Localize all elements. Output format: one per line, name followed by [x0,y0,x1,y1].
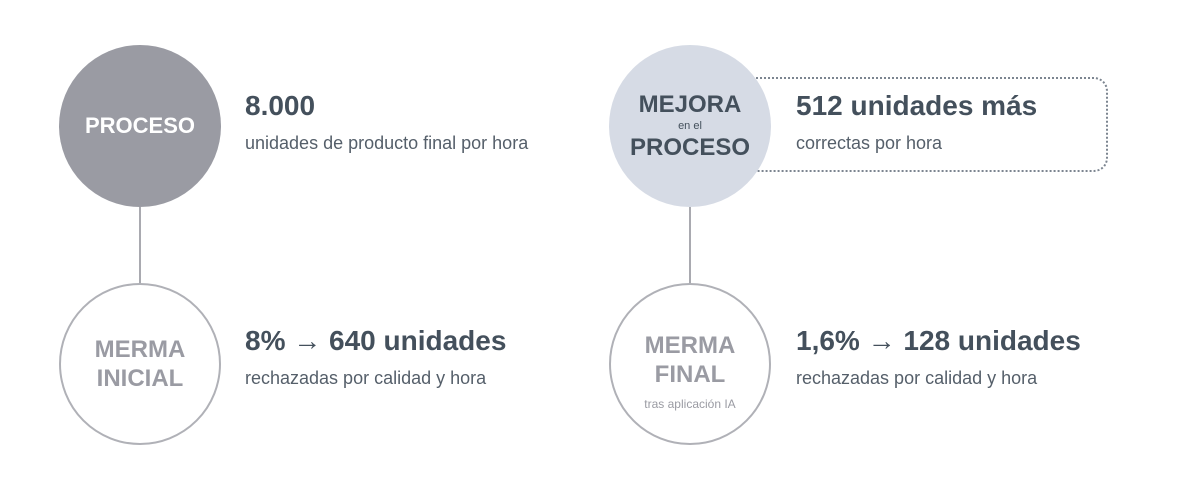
connector-line [139,207,141,295]
final-waste-note: tras aplicación IA [644,397,736,411]
improvement-label-line3: PROCESO [629,134,751,161]
improvement-label-line1: MEJORA [638,91,742,118]
improvement-description: correctas por hora [796,133,943,153]
improvement-value: 512 unidades más [796,90,1038,121]
process-value: 8.000 [245,90,316,121]
initial-waste-circle: MERMA INICIAL [59,283,221,445]
improvement-label-line2: en el [678,120,702,132]
improvement-highlight-box [740,77,1108,172]
process-label: PROCESO [84,113,196,138]
final-waste-circle: MERMA FINAL tras aplicación IA [609,283,771,445]
process-description: unidades de producto final por hora [245,133,529,153]
waste-label-line1: MERMA [94,336,186,363]
connector-line [689,207,691,295]
improvement-circle: MEJORA en el PROCESO [609,45,771,207]
process-circle: PROCESO [59,45,221,207]
final-waste-label-line1: MERMA [644,332,736,359]
initial-waste-description: rechazadas por calidad y hora [245,368,487,388]
final-waste-label-line2: FINAL [654,361,726,388]
final-waste-value: 1,6% → 128 unidades [796,325,1081,356]
waste-label-line2: INICIAL [96,365,184,392]
final-waste-description: rechazadas por calidad y hora [796,368,1038,388]
initial-waste-value: 8% → 640 unidades [245,325,507,356]
